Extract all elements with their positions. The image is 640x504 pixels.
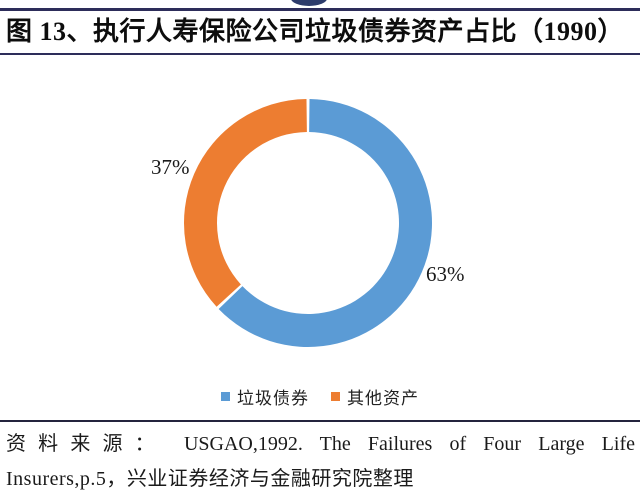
legend-swatch-junk-bonds [221, 392, 230, 401]
legend-swatch-other-assets [331, 392, 340, 401]
source-section: 资料来源： USGAO,1992. The Failures of Four L… [0, 420, 640, 497]
figure-title: 图 13、执行人寿保险公司垃圾债券资产占比（1990） [6, 17, 625, 46]
data-label-other-assets: 37% [151, 155, 190, 179]
source-line-2: Insurers,p.5，兴业证券经济与金融研究院整理 [6, 468, 414, 490]
legend-label-junk-bonds: 垃圾债券 [237, 389, 309, 408]
figure-title-bar: 图 13、执行人寿保险公司垃圾债券资产占比（1990） [0, 8, 640, 55]
donut-chart [184, 99, 432, 348]
data-label-junk-bonds: 63% [426, 262, 465, 286]
donut-slice-1 [184, 99, 307, 307]
chart-legend: 垃圾债券 其他资产 [0, 384, 640, 409]
legend-item-other-assets: 其他资产 [331, 384, 419, 409]
source-line-1: 资料来源： USGAO,1992. The Failures of Four L… [6, 433, 635, 455]
legend-label-other-assets: 其他资产 [347, 389, 419, 408]
donut-slice-0 [218, 99, 432, 348]
site-logo-remnant [291, 0, 327, 6]
legend-item-junk-bonds: 垃圾债券 [221, 384, 309, 409]
